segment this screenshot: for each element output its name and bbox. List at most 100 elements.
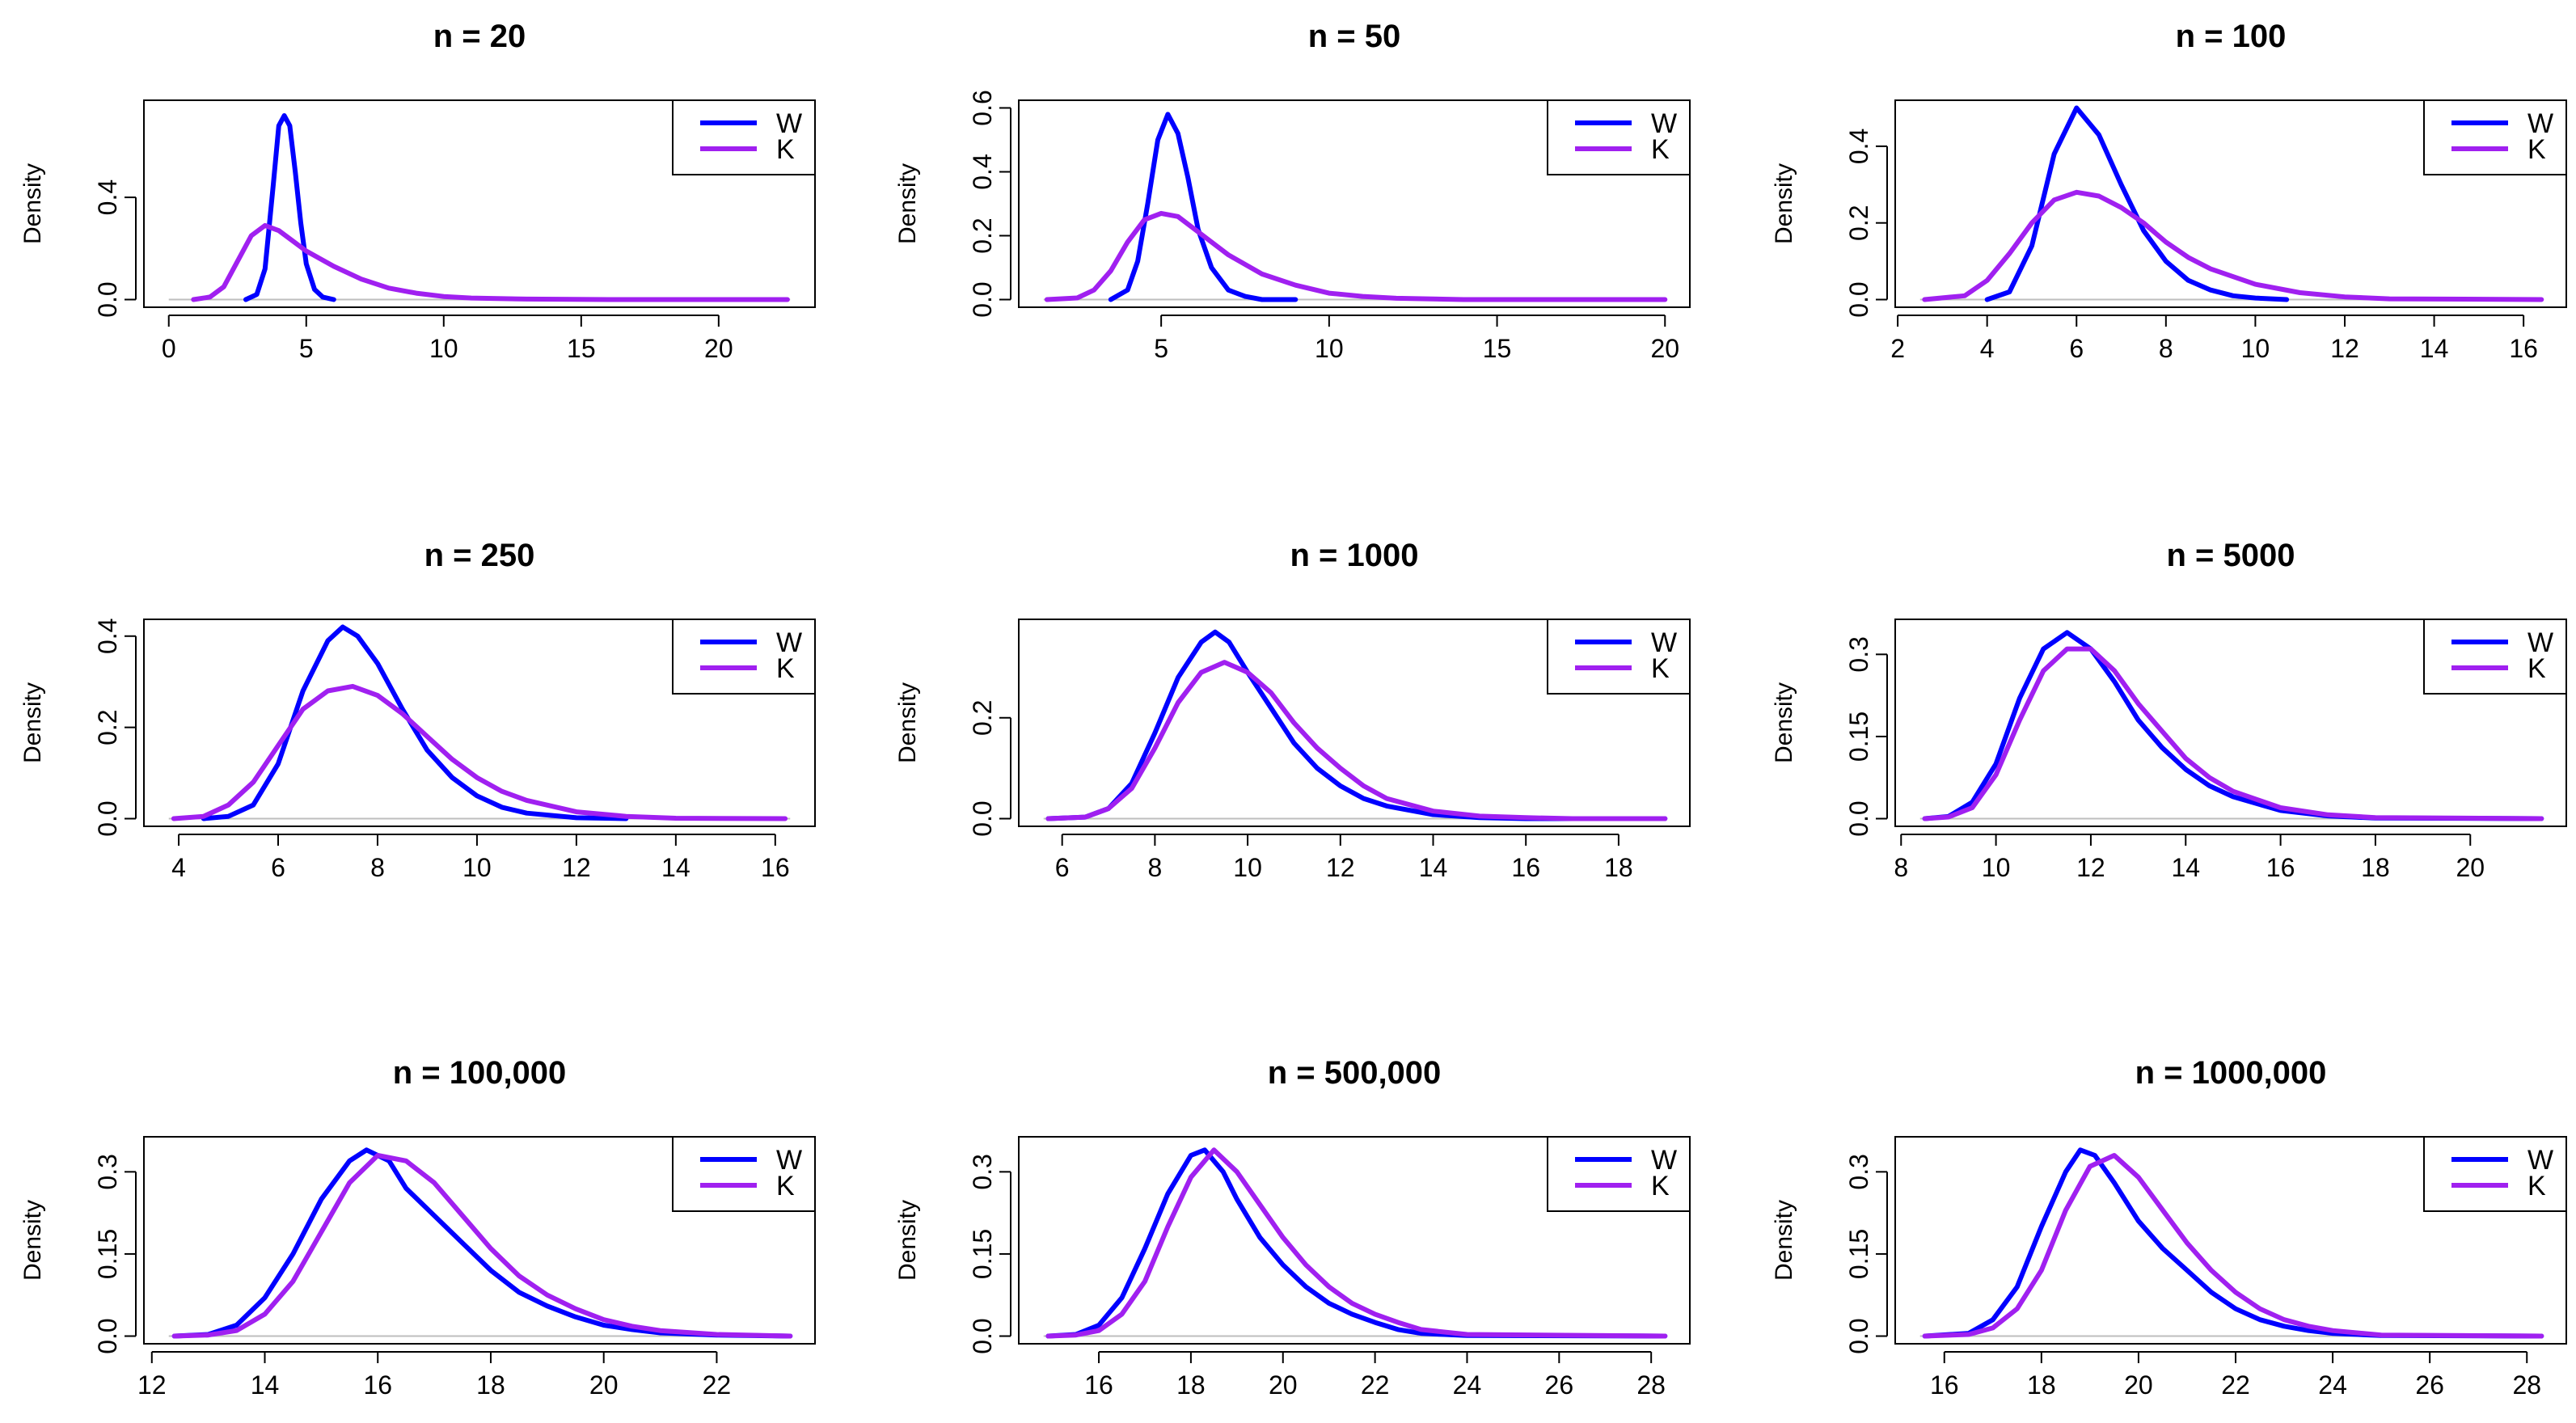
panel-8-x-tick-label-24: 24 (1453, 1370, 1482, 1400)
panel-9-legend-label-k: K (2527, 1171, 2546, 1201)
panel-3-title: n = 100 (2176, 19, 2287, 54)
panel-5-y-tick-label-0: 0.0 (968, 800, 997, 836)
panel-4-legend: WK (672, 619, 816, 695)
panel-5-title: n = 1000 (1290, 538, 1418, 573)
panel-7-y-tick-label-0-15: 0.15 (93, 1229, 122, 1279)
panel-8-x-tick-label-16: 16 (1084, 1370, 1113, 1400)
panel-6-legend: WK (2423, 619, 2567, 695)
panel-9-series-w-line (1922, 1147, 2544, 1339)
panel-6-series-w-line (1922, 630, 2544, 821)
panel-6-legend-label-k: K (2527, 653, 2546, 684)
panel-6: n = 5000 8 10 12 14 16 18 20 0.0 0.15 0.3 Density WK (1771, 538, 2567, 882)
panel-7-series-w-line (171, 1147, 793, 1339)
panel-3-legend: WK (2423, 99, 2567, 175)
panel-1-x-tick-label-20: 20 (704, 334, 733, 363)
panel-8-x-tick-label-18: 18 (1176, 1370, 1206, 1400)
panel-8-title: n = 500,000 (1268, 1055, 1442, 1091)
panel-3-plot-frame (1894, 99, 2567, 308)
panel-1-series-w-line (243, 113, 336, 302)
panel-5-legend-box (1547, 619, 1691, 695)
panel-4-y-tick-label-0-4: 0.4 (93, 619, 122, 654)
panel-4-y-tick-label-0-2: 0.2 (93, 709, 122, 745)
panel-8-x-tick-label-28: 28 (1636, 1370, 1666, 1400)
panel-2-x-tick-label-10: 10 (1315, 334, 1344, 363)
panel-7-x-tick-label-12: 12 (137, 1370, 167, 1400)
panel-5-y-axis-label: Density (894, 682, 921, 763)
panel-3-x-tick-label-14: 14 (2420, 334, 2449, 363)
panel-7-y-tick-label-0-3: 0.3 (93, 1154, 122, 1189)
panel-7: n = 100,000 12 14 16 18 20 22 0.0 0.15 0.3 Density… (19, 1055, 816, 1400)
panel-5-x-tick-label-10: 10 (1233, 853, 1262, 882)
panel-9-legend-box (2423, 1136, 2567, 1212)
panel-9-y-tick-label-0-3: 0.3 (1844, 1154, 1873, 1189)
panel-4-x-tick-label-4: 4 (171, 853, 186, 882)
panel-4-x-tick-label-14: 14 (661, 853, 690, 882)
panel-5-x-tick-label-8: 8 (1147, 853, 1162, 882)
panel-3-y-axis-label: Density (1771, 163, 1797, 244)
panel-9-y-tick-label-0: 0.0 (1844, 1318, 1873, 1353)
panel-7-legend-box (672, 1136, 816, 1212)
panel-3-x-tick-label-10: 10 (2241, 334, 2270, 363)
panel-5-x-tick-label-16: 16 (1511, 853, 1540, 882)
panel-2-y-tick-label-0-2: 0.2 (968, 217, 997, 253)
panel-6-x-tick-label-10: 10 (1982, 853, 2011, 882)
panel-3-x-tick-label-6: 6 (2069, 334, 2084, 363)
panel-1-plot-frame (143, 99, 816, 308)
panel-8-plot-frame (1018, 1136, 1691, 1345)
panel-9-x-tick-label-26: 26 (2415, 1370, 2444, 1400)
panel-5-series-k-line (1045, 660, 1668, 821)
panel-1-y-tick-label-0-4: 0.4 (93, 179, 122, 215)
panel-4-x-tick-label-10: 10 (462, 853, 492, 882)
panel-4-legend-box (672, 619, 816, 695)
panel-4-plot-frame (143, 619, 816, 827)
panel-2-y-tick-label-0-4: 0.4 (968, 154, 997, 189)
panel-3-y-tick-label-0: 0.0 (1844, 281, 1873, 317)
panel-9-series-k-line (1922, 1153, 2544, 1339)
panel-5-x-tick-label-6: 6 (1055, 853, 1070, 882)
panel-6-y-tick-label-0: 0.0 (1844, 800, 1873, 836)
panel-7-plot-frame (143, 1136, 816, 1345)
panel-5-legend-label-k: K (1651, 653, 1670, 684)
panel-2-legend-box (1547, 99, 1691, 175)
panel-2-plot-frame (1018, 99, 1691, 308)
panel-4: n = 250 4 6 8 10 12 14 16 0.0 0.2 0.4 Density WK (19, 538, 816, 882)
panel-6-x-tick-label-8: 8 (1894, 853, 1908, 882)
panel-5: n = 1000 6 8 10 12 14 16 18 0.0 0.2 Density WK (894, 538, 1691, 882)
panel-5-series-w-line (1045, 629, 1668, 821)
panel-2-legend-label-w: W (1651, 108, 1677, 139)
panel-8-series-w-line (1045, 1147, 1668, 1339)
panel-8-y-tick-label-0: 0.0 (968, 1318, 997, 1353)
panel-9-x-tick-label-28: 28 (2512, 1370, 2541, 1400)
panel-2: n = 50 5 10 15 20 0.0 0.2 0.4 0.6 Density WK (894, 19, 1691, 363)
panel-1-legend-label-k: K (776, 134, 795, 165)
panel-7-x-tick-label-14: 14 (251, 1370, 280, 1400)
panel-6-x-tick-label-16: 16 (2266, 853, 2295, 882)
panel-1-legend-box (672, 99, 816, 175)
panel-1-series-k-line (191, 222, 790, 302)
panel-8-x-tick-label-22: 22 (1361, 1370, 1390, 1400)
panel-7-x-tick-label-16: 16 (363, 1370, 392, 1400)
panel-2-title: n = 50 (1308, 19, 1401, 54)
panel-8-legend-label-k: K (1651, 1171, 1670, 1201)
panel-8: n = 500,000 16 18 20 22 24 26 28 0.0 0.15 0.3 Densi… (894, 1055, 1691, 1400)
panel-1-x-tick-label-10: 10 (429, 334, 458, 363)
panel-1: n = 20 0 5 10 15 20 0.0 0.4 Density WK (19, 19, 816, 363)
panel-1-title: n = 20 (433, 19, 526, 54)
panel-1-y-tick-label-0: 0.0 (93, 281, 122, 317)
panel-6-x-tick-label-20: 20 (2456, 853, 2485, 882)
panel-2-series-w-line (1108, 112, 1299, 302)
panel-9-x-tick-label-24: 24 (2318, 1370, 2347, 1400)
panel-3-legend-label-k: K (2527, 134, 2546, 165)
panel-6-legend-label-w: W (2527, 627, 2553, 658)
panel-6-x-tick-label-18: 18 (2361, 853, 2390, 882)
panel-9-x-tick-label-18: 18 (2027, 1370, 2056, 1400)
panel-3-y-tick-label-0-2: 0.2 (1844, 205, 1873, 240)
panel-4-y-tick-label-0: 0.0 (93, 800, 122, 836)
panel-8-y-tick-label-0-15: 0.15 (968, 1229, 997, 1279)
panel-4-x-tick-label-16: 16 (761, 853, 790, 882)
panel-2-x-tick-label-15: 15 (1483, 334, 1512, 363)
panel-5-legend: WK (1547, 619, 1691, 695)
panel-5-x-tick-label-18: 18 (1604, 853, 1633, 882)
panel-3-series-k-line (1922, 189, 2544, 302)
panel-9-legend-label-w: W (2527, 1145, 2553, 1176)
